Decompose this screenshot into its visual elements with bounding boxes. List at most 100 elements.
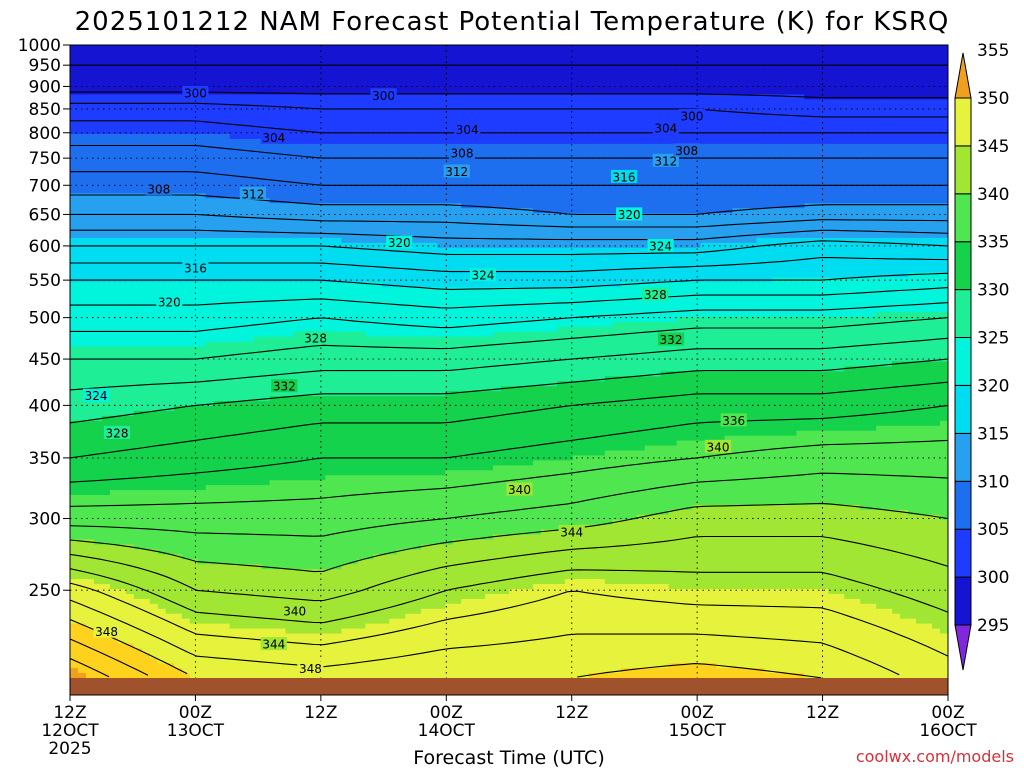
heatmap-cell [836, 193, 845, 199]
heatmap-cell [756, 139, 765, 145]
heatmap-cell [533, 193, 542, 199]
heatmap-cell [772, 213, 781, 219]
heatmap-cell [86, 174, 95, 180]
heatmap-cell [325, 94, 334, 100]
heatmap-cell [110, 164, 119, 170]
heatmap-cell [732, 149, 741, 155]
heatmap-cell [126, 188, 135, 194]
heatmap-cell [373, 198, 382, 204]
heatmap-cell [852, 149, 861, 155]
heatmap-cell [549, 75, 558, 81]
heatmap-cell [725, 164, 734, 170]
heatmap-cell [557, 134, 566, 140]
heatmap-cell [389, 119, 398, 125]
heatmap-cell [900, 248, 909, 254]
heatmap-cell [589, 203, 598, 209]
heatmap-cell [405, 213, 414, 219]
heatmap-cell [437, 99, 446, 105]
heatmap-cell [278, 70, 287, 76]
heatmap-cell [621, 129, 630, 135]
heatmap-cell [373, 223, 382, 229]
heatmap-cell [677, 193, 686, 199]
heatmap-cell [349, 193, 358, 199]
heatmap-cell [469, 258, 478, 264]
heatmap-cell [341, 223, 350, 229]
heatmap-cell [301, 55, 310, 61]
heatmap-cell [501, 99, 510, 105]
heatmap-cell [764, 99, 773, 105]
heatmap-cell [309, 119, 318, 125]
heatmap-cell [86, 85, 95, 91]
heatmap-cell [780, 60, 789, 66]
heatmap-cell [102, 233, 111, 239]
heatmap-cell [581, 99, 590, 105]
heatmap-cell [605, 159, 614, 165]
heatmap-cell [174, 208, 183, 214]
heatmap-cell [118, 203, 127, 209]
heatmap-cell [764, 174, 773, 180]
heatmap-cell [174, 164, 183, 170]
heatmap-cell [836, 45, 845, 51]
heatmap-cell [150, 258, 159, 264]
heatmap-cell [581, 198, 590, 204]
heatmap-cell [413, 213, 422, 219]
heatmap-cell [214, 159, 223, 165]
heatmap-cell [836, 149, 845, 155]
heatmap-cell [254, 223, 263, 229]
heatmap-cell [317, 164, 326, 170]
heatmap-cell [278, 94, 287, 100]
heatmap-cell [293, 193, 302, 199]
heatmap-cell [493, 75, 502, 81]
heatmap-cell [621, 94, 630, 100]
heatmap-cell [254, 119, 263, 125]
heatmap-cell [270, 203, 279, 209]
heatmap-cell [477, 139, 486, 145]
heatmap-cell [485, 124, 494, 130]
heatmap-cell [637, 179, 646, 185]
heatmap-cell [373, 203, 382, 209]
heatmap-cell [653, 114, 662, 120]
heatmap-cell [166, 218, 175, 224]
heatmap-cell [740, 169, 749, 175]
heatmap-cell [373, 213, 382, 219]
heatmap-cell [717, 124, 726, 130]
heatmap-cell [413, 164, 422, 170]
heatmap-cell [94, 193, 103, 199]
heatmap-cell [453, 223, 462, 229]
heatmap-cell [118, 253, 127, 259]
heatmap-cell [230, 134, 239, 140]
heatmap-cell [685, 179, 694, 185]
heatmap-cell [812, 124, 821, 130]
heatmap-cell [198, 198, 207, 204]
heatmap-cell [820, 60, 829, 66]
heatmap-cell [685, 258, 694, 264]
heatmap-cell [389, 253, 398, 259]
heatmap-cell [174, 188, 183, 194]
heatmap-cell [533, 109, 542, 115]
heatmap-cell [341, 85, 350, 91]
heatmap-cell [940, 198, 949, 204]
heatmap-cell [142, 50, 151, 56]
heatmap-cell [158, 114, 167, 120]
heatmap-cell [365, 114, 374, 120]
heatmap-cell [764, 164, 773, 170]
heatmap-cell [142, 75, 151, 81]
heatmap-cell [868, 253, 877, 259]
heatmap-cell [549, 144, 558, 150]
heatmap-cell [748, 258, 757, 264]
heatmap-cell [278, 258, 287, 264]
heatmap-cell [198, 169, 207, 175]
heatmap-cell [780, 134, 789, 140]
heatmap-cell [876, 139, 885, 145]
heatmap-cell [804, 188, 813, 194]
heatmap-cell [884, 80, 893, 86]
heatmap-cell [637, 188, 646, 194]
heatmap-cell [589, 218, 598, 224]
heatmap-cell [788, 75, 797, 81]
heatmap-cell [301, 253, 310, 259]
heatmap-cell [860, 129, 869, 135]
heatmap-cell [102, 109, 111, 115]
heatmap-cell [142, 124, 151, 130]
heatmap-cell [333, 119, 342, 125]
heatmap-cell [126, 218, 135, 224]
